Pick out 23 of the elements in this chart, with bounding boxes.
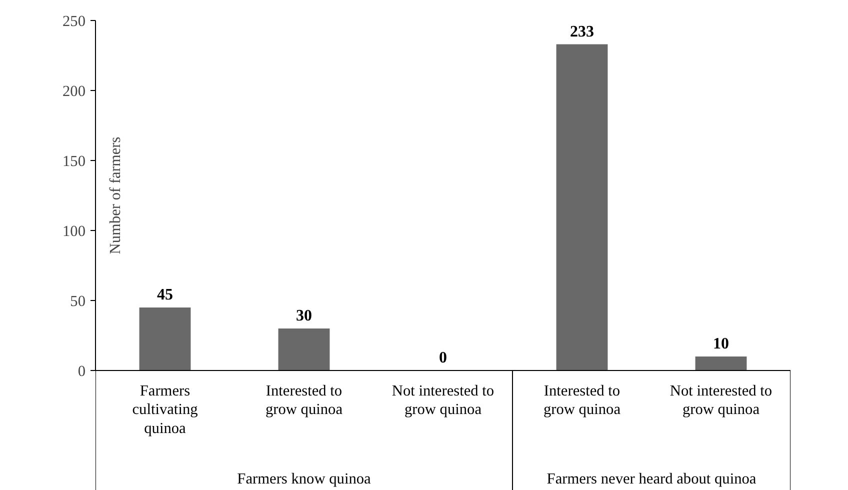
x-tick-label: Farmers cultivating quinoa — [132, 382, 198, 437]
x-tick-label: Interested to grow quinoa — [265, 382, 343, 418]
y-tick-label: 250 — [62, 13, 86, 30]
y-tick-label: 100 — [62, 222, 86, 240]
data-label: 30 — [296, 307, 312, 324]
x-tick-label: Not interested to grow quinoa — [392, 382, 494, 418]
y-tick-label: 50 — [70, 292, 86, 310]
y-tick-label: 150 — [62, 152, 86, 170]
y-axis-title: Number of farmers — [107, 136, 124, 254]
text: Farmers never heard about quinoa — [546, 470, 756, 488]
data-label: 10 — [713, 335, 729, 352]
text: Farmers know quinoa — [237, 470, 372, 488]
data-label: 233 — [570, 23, 594, 40]
data-label: 45 — [157, 286, 173, 304]
x-tick-label: Not interested to grow quinoa — [670, 382, 772, 418]
bar — [139, 307, 191, 370]
y-tick-label: 200 — [62, 82, 86, 100]
data-label: 0 — [439, 349, 447, 366]
bar — [278, 328, 330, 370]
bar — [695, 356, 747, 370]
x-tick-label: Interested to grow quinoa — [543, 382, 621, 418]
y-tick-label: 0 — [78, 362, 86, 380]
bar — [556, 44, 608, 370]
